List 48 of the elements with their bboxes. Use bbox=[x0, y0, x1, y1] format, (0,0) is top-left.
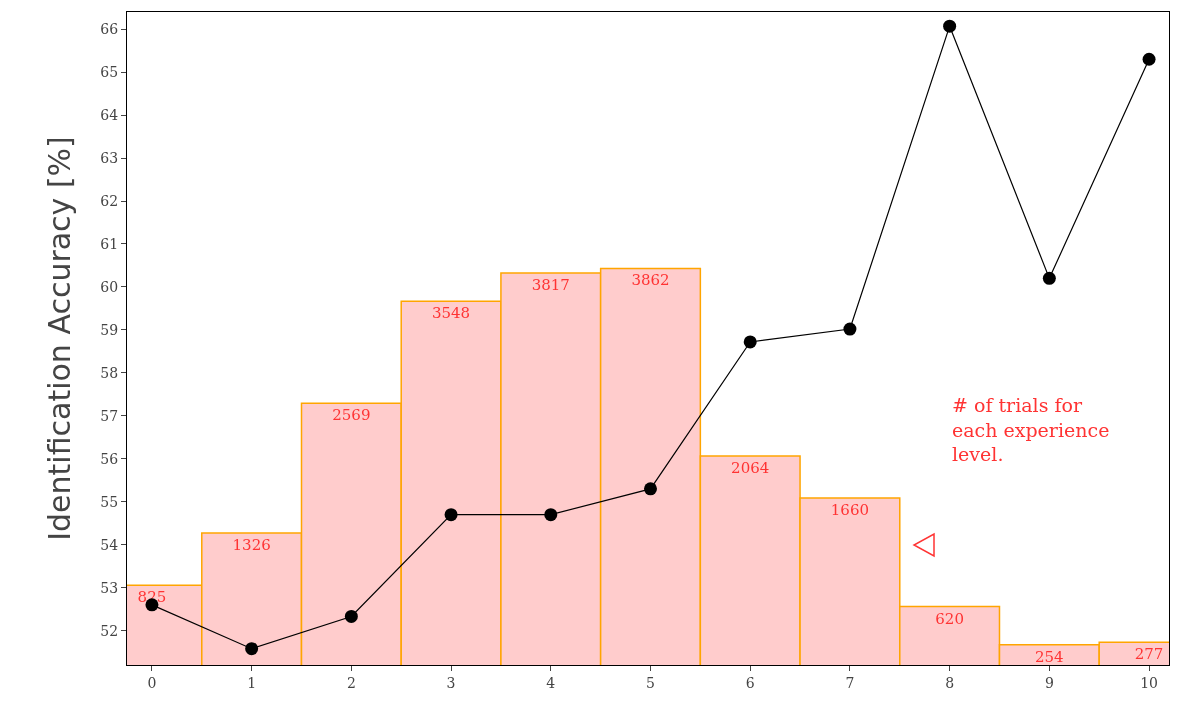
x-tick-label: 2 bbox=[346, 674, 356, 691]
x-tick-label: 0 bbox=[147, 674, 157, 691]
point bbox=[245, 642, 259, 656]
data-label: 3862 bbox=[631, 271, 670, 290]
y-tick-label: 57 bbox=[100, 407, 119, 424]
point bbox=[943, 19, 957, 33]
data-label: 2569 bbox=[332, 406, 371, 425]
annotation: # of trials for each experience level. bbox=[952, 394, 1110, 466]
y-tick-label: 53 bbox=[100, 579, 119, 596]
y-axis-title: Identification Accuracy [%] bbox=[42, 136, 78, 541]
data-label: 2064 bbox=[731, 458, 770, 477]
x-tick-label: 4 bbox=[546, 674, 556, 691]
x-tick-label: 5 bbox=[646, 674, 655, 691]
point bbox=[1042, 271, 1056, 285]
x-tick-label: 10 bbox=[1140, 674, 1158, 691]
y-tick-label: 66 bbox=[100, 21, 119, 38]
point bbox=[644, 482, 657, 496]
data-label: 254 bbox=[1035, 647, 1064, 666]
y-tick-label: 64 bbox=[100, 107, 119, 124]
point bbox=[444, 508, 458, 522]
x-tick-label: 7 bbox=[845, 674, 855, 691]
point bbox=[1142, 52, 1156, 66]
data-label: 1660 bbox=[830, 501, 870, 520]
data-label: 1326 bbox=[232, 535, 271, 554]
y-tick-label: 65 bbox=[100, 64, 119, 81]
x-tick-label: 9 bbox=[1044, 674, 1054, 691]
x-tick-label: 3 bbox=[446, 674, 456, 691]
point bbox=[843, 322, 857, 336]
y-tick-label: 59 bbox=[100, 321, 119, 338]
y-tick-label: 54 bbox=[100, 536, 119, 553]
data-label: 620 bbox=[935, 609, 964, 628]
y-tick-label: 55 bbox=[100, 493, 119, 510]
data-label: 3548 bbox=[431, 304, 471, 323]
point bbox=[544, 508, 558, 522]
y-tick-label: 63 bbox=[100, 149, 119, 166]
x-tick-label: 8 bbox=[945, 674, 955, 691]
data-label: 3817 bbox=[531, 276, 570, 295]
x-tick-label: 6 bbox=[745, 674, 755, 691]
y-tick-label: 60 bbox=[100, 278, 119, 295]
data-label: 277 bbox=[1134, 645, 1164, 664]
x-tick-label: 1 bbox=[247, 674, 257, 691]
y-tick-label: 61 bbox=[100, 235, 119, 252]
y-tick-label: 58 bbox=[100, 364, 119, 381]
y-tick-label: 52 bbox=[100, 622, 119, 639]
y-tick-label: 62 bbox=[100, 192, 119, 209]
point bbox=[344, 609, 358, 623]
point bbox=[743, 335, 757, 349]
y-tick-label: 56 bbox=[100, 450, 119, 467]
